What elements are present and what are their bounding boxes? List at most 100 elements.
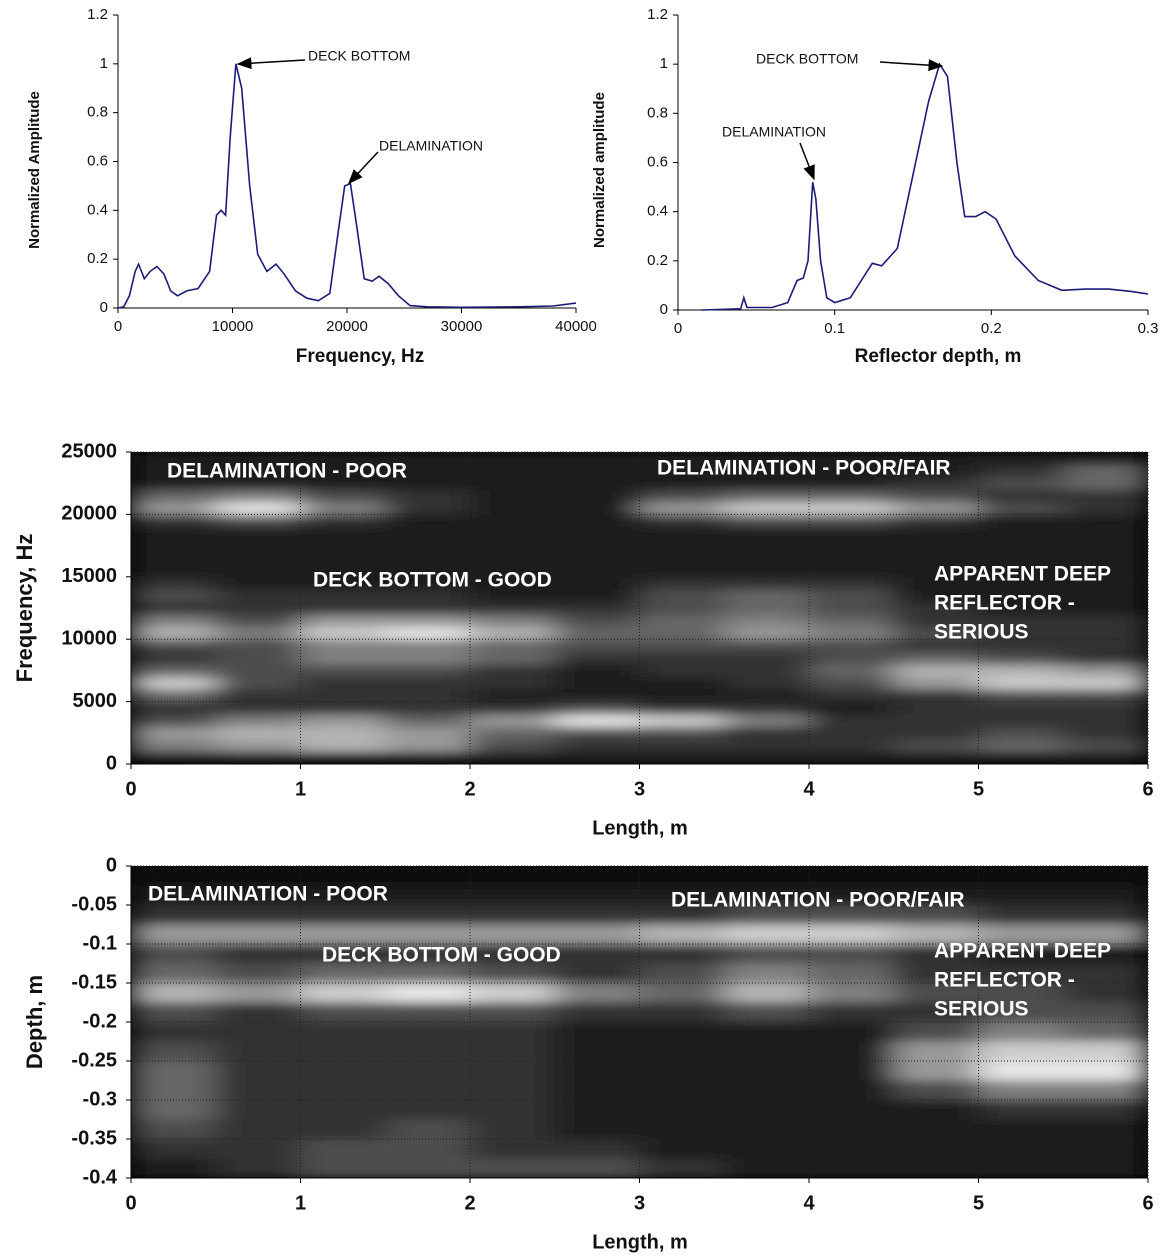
heatmap-cell <box>215 589 301 603</box>
heatmap-cell <box>639 689 725 703</box>
heatmap-cell <box>131 526 217 540</box>
heatmap-cell <box>1063 476 1148 490</box>
heatmap-cell <box>639 539 725 553</box>
heatmap-cell <box>470 626 556 640</box>
heatmap-cell <box>724 1139 810 1159</box>
heatmap-cell <box>554 701 640 715</box>
heatmap-cell <box>724 726 810 740</box>
x-tick-label: 5 <box>973 1192 984 1214</box>
heatmap-cell <box>809 1158 895 1178</box>
heatmap-cell <box>554 1080 640 1101</box>
heatmap-cell <box>215 564 301 578</box>
heatmap-cell <box>470 539 556 553</box>
heatmap-cell <box>1063 464 1148 478</box>
heatmap-cell <box>978 476 1064 490</box>
heatmap-cell <box>1063 639 1148 653</box>
heatmap-cell <box>978 1022 1064 1042</box>
heatmap-cell <box>639 651 725 665</box>
x-tick-label: 20000 <box>326 318 368 335</box>
heatmap-cell <box>470 1158 556 1178</box>
heatmap-cell <box>893 1061 979 1081</box>
heatmap-cell <box>809 639 895 653</box>
heatmap-cell <box>131 983 217 1003</box>
heatmap-cell <box>893 1002 979 1023</box>
heatmap-cell <box>215 1119 301 1140</box>
annotation: DECK BOTTOM - GOOD <box>322 944 561 967</box>
heatmap-cell <box>1063 1002 1148 1023</box>
heatmap-cell <box>1063 614 1148 628</box>
heatmap-cell <box>639 1061 725 1081</box>
heatmap-cell <box>215 701 301 715</box>
annotation: REFLECTOR - <box>934 969 1075 992</box>
heatmap-cell <box>639 1080 725 1101</box>
heatmap-cell <box>554 924 640 945</box>
heatmap-cell <box>131 1119 217 1140</box>
heatmap-cell <box>809 651 895 665</box>
heatmap-cell <box>1063 452 1148 465</box>
y-tick-label: 0 <box>106 854 117 876</box>
heatmap-cell <box>300 944 386 964</box>
heatmap-cell <box>131 751 217 764</box>
heatmap-cell <box>639 452 725 465</box>
heatmap-cell <box>1063 1041 1148 1062</box>
heatmap-cell <box>131 885 217 906</box>
heatmap-cell <box>893 1158 979 1178</box>
heatmap-cell <box>385 664 471 678</box>
heatmap-cell <box>724 739 810 753</box>
heatmap-cell <box>470 1041 556 1062</box>
heatmap-cell <box>893 576 979 590</box>
heatmap-cell <box>978 489 1064 503</box>
heatmap-cell <box>639 963 725 984</box>
heatmap-cell <box>385 614 471 628</box>
heatmap-cell <box>215 489 301 503</box>
x-tick-label: 6 <box>1142 778 1153 800</box>
heatmap-cell <box>1063 551 1148 565</box>
heatmap-cell <box>215 526 301 540</box>
heatmap-cell <box>131 551 217 565</box>
heatmap-cell <box>978 576 1064 590</box>
heatmap-cell <box>385 1022 471 1042</box>
heatmap-cell <box>300 726 386 740</box>
heatmap-cell <box>215 689 301 703</box>
heatmap-cell <box>470 689 556 703</box>
heatmap-cell <box>554 452 640 465</box>
heatmap-cell <box>1063 626 1148 640</box>
heatmap-cell <box>978 1139 1064 1159</box>
heatmap-cell <box>1063 701 1148 715</box>
annotation: SERIOUS <box>934 998 1029 1021</box>
heatmap-cell <box>1063 514 1148 528</box>
heatmap-cell <box>554 476 640 490</box>
heatmap-cell <box>554 1119 640 1140</box>
x-tick-label: 3 <box>634 1192 645 1214</box>
heatmap-cell <box>215 866 301 886</box>
heatmap-cell <box>554 489 640 503</box>
heatmap-cell <box>215 1158 301 1178</box>
heatmap-cell <box>215 576 301 590</box>
heatmap-cell <box>1063 526 1148 540</box>
heatmap-cell <box>724 614 810 628</box>
heatmap-cell <box>300 751 386 764</box>
heatmap-cell <box>554 639 640 653</box>
heatmap-cell <box>385 983 471 1003</box>
heatmap-cell <box>300 1002 386 1023</box>
heatmap-cell <box>809 963 895 984</box>
heatmap-cell <box>639 739 725 753</box>
heatmap-cell <box>385 739 471 753</box>
x-tick-label: 4 <box>803 1192 815 1214</box>
heatmap-cell <box>724 476 810 490</box>
heatmap-cell <box>639 1022 725 1042</box>
heatmap-cell <box>809 944 895 964</box>
heatmap-cell <box>215 639 301 653</box>
heatmap-cell <box>639 751 725 764</box>
heatmap-cell <box>131 905 217 925</box>
heatmap-cell <box>893 501 979 515</box>
heatmap-cell <box>893 589 979 603</box>
heatmap-cell <box>470 1080 556 1101</box>
heatmap-cell <box>300 501 386 515</box>
heatmap-cell <box>809 489 895 503</box>
heatmap-cell <box>470 944 556 964</box>
heatmap-cell <box>809 564 895 578</box>
heatmap-cell <box>470 501 556 515</box>
heatmap-cell <box>300 476 386 490</box>
heatmap-cell <box>978 885 1064 906</box>
